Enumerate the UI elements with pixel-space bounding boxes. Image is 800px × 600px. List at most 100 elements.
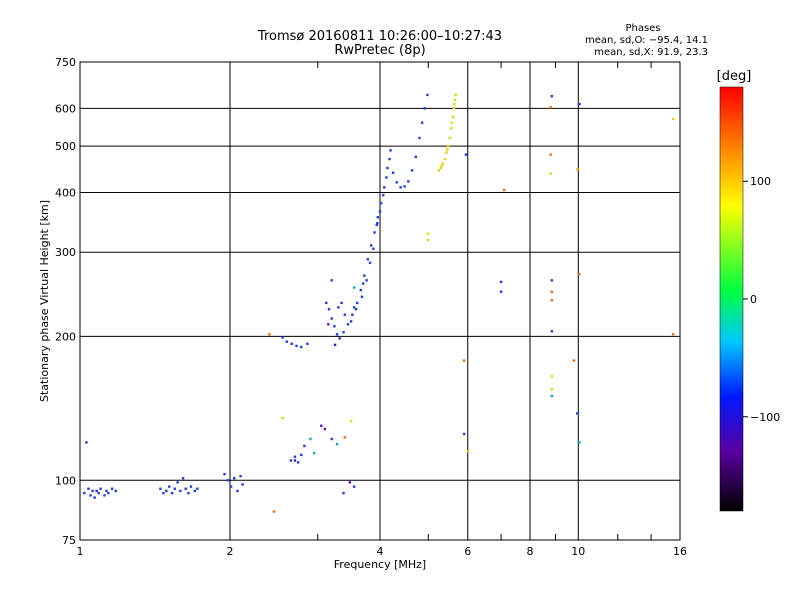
echo-point xyxy=(223,472,226,476)
echo-point xyxy=(176,481,179,484)
echo-point xyxy=(323,427,327,431)
y-tick-label: 100 xyxy=(55,474,76,487)
echo-point xyxy=(453,103,456,106)
echo-point xyxy=(454,93,458,97)
echo-point xyxy=(549,172,552,175)
echo-point xyxy=(549,106,552,109)
echo-point xyxy=(549,153,552,156)
echo-point xyxy=(346,323,350,326)
echo-point xyxy=(385,176,388,179)
echo-point xyxy=(184,487,187,490)
echo-point xyxy=(303,444,306,448)
colorbar-label: [deg] xyxy=(717,69,752,84)
echo-point xyxy=(446,144,450,148)
echo-point xyxy=(388,157,391,161)
colorbar-tick-label: 100 xyxy=(750,175,771,188)
echo-point xyxy=(343,313,347,316)
echo-point xyxy=(309,437,312,441)
echo-point xyxy=(448,136,451,140)
echo-point xyxy=(499,280,503,284)
y-tick-label: 200 xyxy=(55,330,76,343)
echo-point xyxy=(389,149,392,152)
echo-point xyxy=(379,201,383,205)
y-tick-label: 750 xyxy=(55,56,76,69)
data-points xyxy=(83,93,675,513)
y-axis-ticks: 75 100 200 300 400 500 600 750 xyxy=(55,56,76,547)
echo-point xyxy=(91,489,94,493)
echo-point xyxy=(437,169,441,172)
echo-point xyxy=(462,359,466,362)
echo-point xyxy=(360,295,364,299)
echo-point xyxy=(366,258,369,261)
echo-point xyxy=(414,155,418,159)
echo-point xyxy=(83,491,86,495)
y-tick-label: 300 xyxy=(55,246,76,259)
echo-point xyxy=(162,491,165,495)
colorbar-gradient xyxy=(719,86,744,512)
echo-point xyxy=(87,487,90,490)
echo-point xyxy=(330,437,333,441)
y-tick-label: 500 xyxy=(55,140,76,153)
x-tick-label: 1 xyxy=(77,545,84,558)
echo-point xyxy=(290,342,293,345)
echo-point xyxy=(349,419,353,423)
echo-point xyxy=(359,288,362,292)
echo-point xyxy=(376,222,379,225)
echo-point xyxy=(427,232,430,235)
y-tick-label: 600 xyxy=(55,102,76,115)
echo-point xyxy=(187,491,190,495)
echo-point xyxy=(426,93,429,97)
y-axis-label: Stationary phase Virtual Height [km] xyxy=(38,200,51,402)
echo-point xyxy=(167,485,171,488)
echo-point xyxy=(383,186,386,189)
echo-point xyxy=(351,313,354,316)
echo-point xyxy=(320,424,323,428)
echo-point xyxy=(285,340,288,343)
echo-point xyxy=(361,282,365,285)
echo-point xyxy=(550,375,554,378)
echo-point xyxy=(578,272,581,276)
echo-point xyxy=(343,436,347,439)
echo-point xyxy=(382,193,385,197)
echo-point xyxy=(550,394,554,398)
echo-point xyxy=(300,453,303,457)
echo-point xyxy=(452,107,456,110)
echo-point xyxy=(578,441,581,444)
echo-point xyxy=(338,337,341,340)
echo-point xyxy=(550,330,554,333)
stats-o-line: mean, sd,O: −95.4, 14.1 xyxy=(585,35,708,46)
echo-point xyxy=(578,103,581,106)
echo-point xyxy=(550,388,554,391)
y-tick-label: 400 xyxy=(55,186,76,199)
x-tick-label: 16 xyxy=(673,545,687,558)
echo-point xyxy=(550,279,554,282)
echo-point xyxy=(268,333,271,336)
echo-point xyxy=(423,107,426,110)
echo-point xyxy=(439,166,443,170)
echo-point xyxy=(418,136,421,140)
echo-point xyxy=(330,279,333,282)
x-tick-label: 8 xyxy=(527,545,534,558)
echo-point xyxy=(342,331,345,334)
echo-point xyxy=(462,432,466,436)
echo-point xyxy=(97,491,100,495)
colorbar-ticks: 100 0 −100 xyxy=(743,175,780,424)
echo-point xyxy=(335,333,339,336)
echo-point xyxy=(441,162,445,165)
echo-point xyxy=(170,491,174,495)
echo-point xyxy=(295,344,298,348)
echo-point xyxy=(450,121,454,124)
echo-point xyxy=(440,164,443,167)
x-axis-label: Frequency [MHz] xyxy=(334,558,426,571)
y-tick-label: 75 xyxy=(62,534,76,547)
echo-point xyxy=(293,455,297,458)
echo-point xyxy=(233,477,236,480)
echo-point xyxy=(445,151,448,154)
echo-point xyxy=(105,489,108,493)
echo-point xyxy=(572,359,576,362)
echo-point xyxy=(335,442,339,446)
echo-point xyxy=(368,261,372,265)
echo-point xyxy=(671,117,675,121)
echo-point xyxy=(99,487,102,490)
echo-point xyxy=(110,487,114,490)
